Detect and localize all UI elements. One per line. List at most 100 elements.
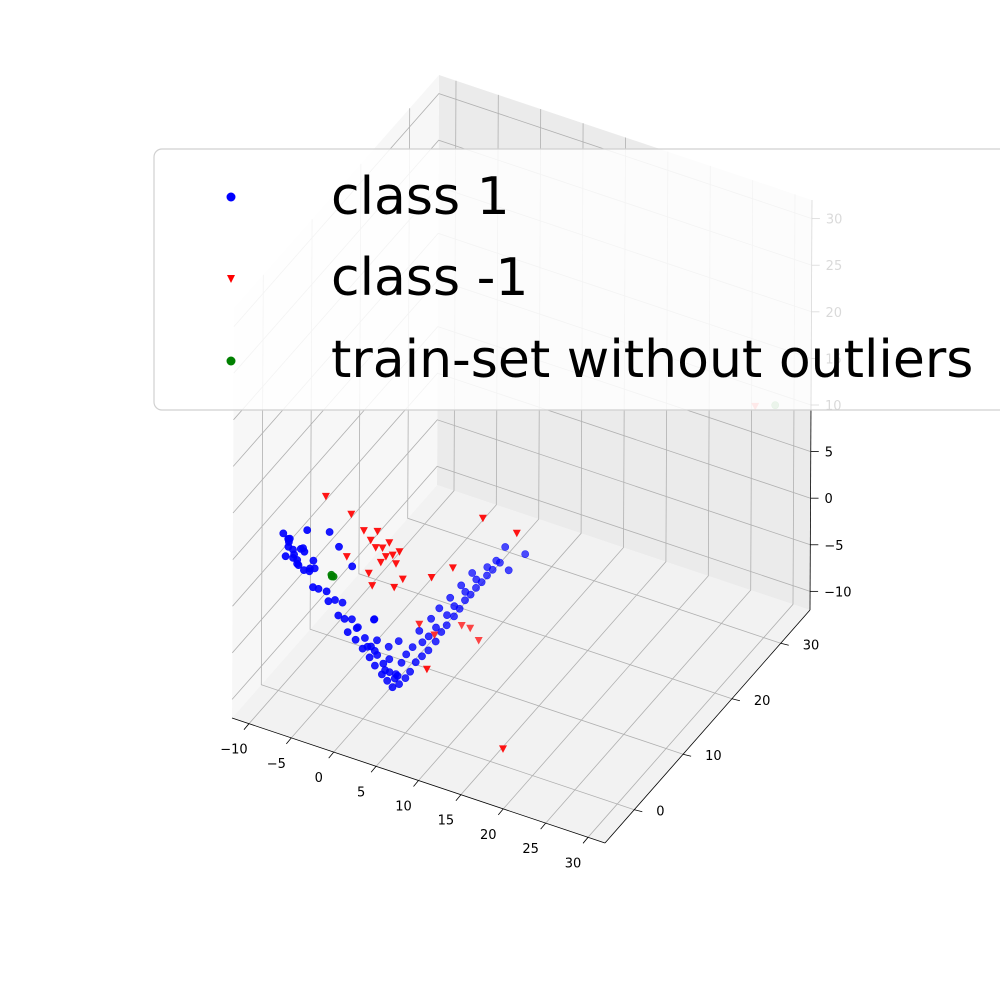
x-tick-mark: [497, 808, 504, 816]
data-point-class-1: [388, 683, 397, 692]
y-tick-mark: [682, 753, 692, 757]
x-tick-label: −5: [267, 757, 286, 772]
data-point-class-1: [474, 637, 483, 645]
data-point-class-1: [388, 551, 397, 560]
data-point-class-1: [402, 650, 411, 659]
z-grid-line: [231, 465, 811, 700]
data-point-class-1: [450, 612, 458, 621]
data-point-class-1: [448, 564, 457, 572]
y-tick-label: 30: [803, 638, 820, 653]
y-tick-label: 10: [705, 749, 722, 764]
data-point-class-1: [427, 614, 435, 623]
data-point-class-1: [432, 623, 440, 632]
data-point-class-1: [411, 658, 420, 667]
data-point-class-1: [394, 637, 403, 645]
data-point-class-1: [385, 655, 394, 664]
data-point-class-1: [466, 590, 475, 599]
data-point-class-1: [343, 628, 352, 636]
data-point-class-1: [501, 543, 510, 551]
data-point-class-1: [369, 615, 378, 624]
data-point-class-1: [424, 646, 433, 655]
data-point-class-1: [418, 638, 427, 647]
x-tick-label: −10: [220, 743, 247, 758]
x-tick-mark: [413, 780, 419, 787]
z-tick-label: −5: [824, 539, 843, 554]
data-point-class-1: [370, 661, 379, 670]
x-tick-mark: [540, 822, 546, 830]
data-point-class-1: [347, 510, 356, 519]
x-tick-label: 20: [480, 828, 497, 843]
data-point-class-1: [334, 611, 343, 620]
x-tick-label: 0: [315, 771, 323, 786]
data-point-class-1: [314, 585, 323, 593]
data-point-class-1: [364, 569, 373, 578]
data-point-class-1: [381, 666, 389, 675]
x-tick-mark: [243, 723, 250, 730]
data-point-class-1: [398, 575, 407, 584]
data-point-class-1: [424, 632, 433, 641]
data-point-class-1: [427, 574, 436, 582]
data-point-class-1: [376, 558, 385, 567]
data-point-class-1: [284, 535, 293, 543]
data-point-class-1: [393, 672, 402, 680]
y-tick-mark: [780, 642, 789, 646]
data-point-class-1: [397, 658, 406, 667]
data-point-class-1: [322, 587, 331, 596]
legend-label-class-1: class 1: [331, 167, 510, 227]
data-point-class-1: [309, 556, 318, 565]
data-point-class-1: [381, 553, 390, 561]
data-point-class-1: [281, 552, 290, 561]
data-point-class-1: [477, 578, 486, 587]
data-point-class-1: [347, 615, 356, 624]
data-point-class-1: [457, 622, 466, 630]
data-point-class-1: [348, 562, 357, 571]
data-point-class-1: [340, 615, 349, 623]
legend-marker-train-set: [226, 356, 236, 366]
data-point-class-1: [338, 598, 347, 607]
legend-label-train-set: train-set without outliers: [331, 330, 973, 390]
data-point-class-1: [325, 528, 334, 536]
data-point-class-1: [371, 544, 380, 552]
data-point-class-1: [331, 596, 339, 604]
x-tick-label: 5: [357, 785, 365, 800]
data-point-class-1: [401, 674, 410, 682]
data-point-class-1: [488, 565, 497, 574]
data-point-class-1: [455, 604, 464, 613]
data-point-class-1: [457, 581, 466, 590]
data-point-class-1: [461, 596, 469, 605]
data-point-class-1: [472, 584, 480, 592]
data-point-class-1: [360, 634, 369, 642]
data-point-class-1: [300, 547, 309, 556]
legend-item-train-set: train-set without outliers: [226, 330, 973, 390]
x-tick-label: 15: [438, 814, 455, 829]
data-point-class-1: [385, 539, 394, 547]
data-point-class-1: [442, 621, 451, 630]
data-point-class-1: [495, 558, 504, 567]
data-point-class-1: [383, 676, 392, 685]
data-point-class-1: [408, 643, 417, 651]
data-point-class-1: [379, 659, 388, 668]
data-point-class-1: [363, 642, 372, 651]
data-point-train-set-without-outliers: [327, 572, 336, 581]
x-tick-label: 25: [522, 842, 539, 857]
y-tick-mark: [634, 809, 643, 813]
legend-marker-class-1: [226, 192, 236, 202]
data-point-class-1: [335, 542, 343, 551]
data-point-class-1: [368, 582, 377, 590]
data-point-class-1: [415, 627, 424, 635]
data-point-class-1: [504, 566, 513, 575]
data-point-class-1: [446, 593, 455, 602]
data-point-class-1: [430, 631, 439, 639]
x-tick-mark: [582, 837, 589, 844]
legend-frame: [153, 148, 1000, 411]
x-tick-mark: [286, 737, 292, 745]
legend: class 1 class -1 train-set without outli…: [153, 148, 1000, 411]
y-tick-label: 0: [656, 805, 664, 820]
z-tick-label: 5: [825, 446, 833, 461]
z-grid-line: [231, 419, 811, 654]
data-point-class-1: [483, 571, 491, 580]
data-point-class-1: [468, 569, 477, 577]
data-point-class-1: [499, 745, 507, 753]
data-point-class-1: [324, 597, 333, 606]
